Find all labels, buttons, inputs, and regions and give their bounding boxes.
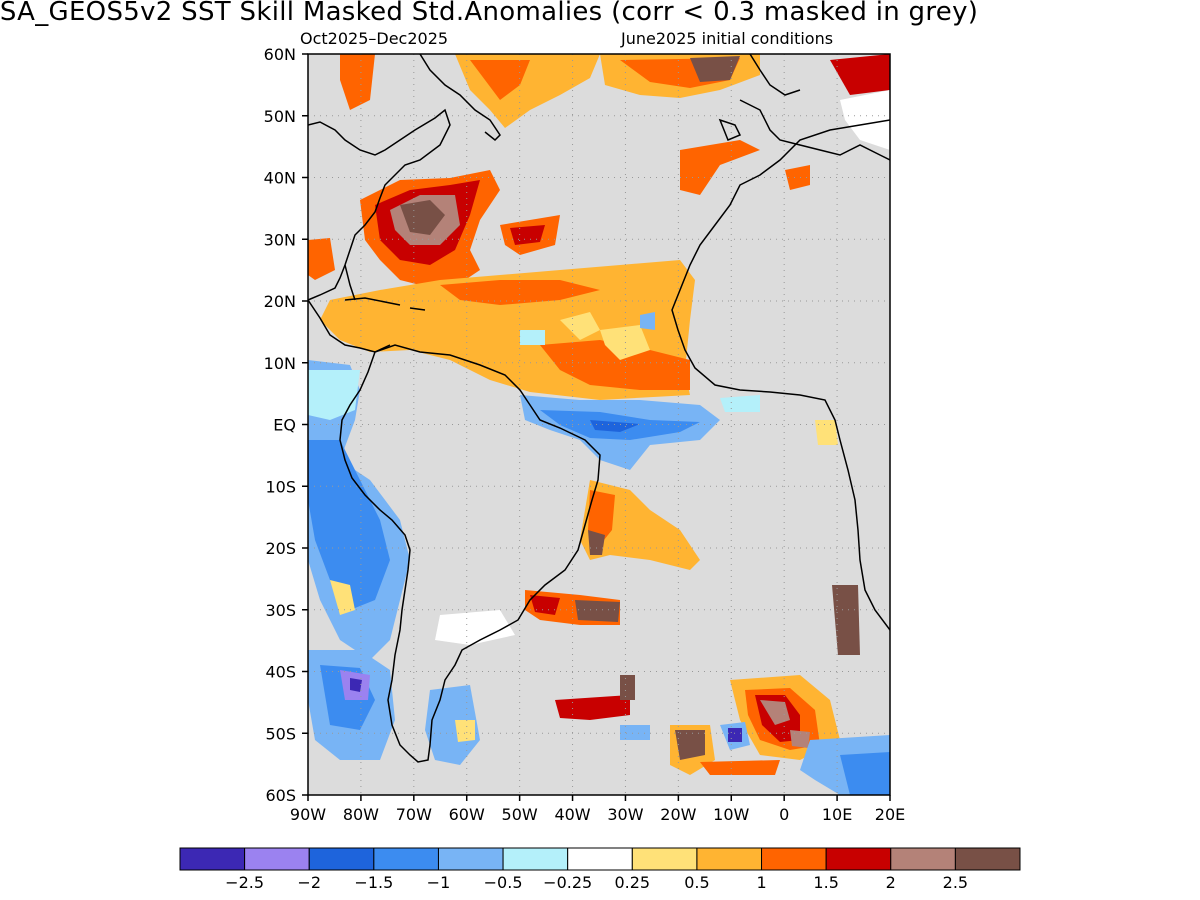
colorbar-label: 0.25 — [614, 873, 650, 892]
lat-tick-label: 40N — [264, 169, 296, 188]
lon-tick-label: 50W — [502, 805, 538, 824]
warm-anomaly-region — [555, 695, 630, 720]
warm-anomaly-region — [700, 760, 780, 775]
lat-tick-label: 10S — [265, 477, 296, 496]
lon-tick-label: 20W — [660, 805, 696, 824]
lon-tick-label: 30W — [607, 805, 643, 824]
map-title: NASA_GEOS5v2 SST Skill Masked Std.Anomal… — [0, 0, 979, 27]
strong-cool-anomaly-region — [728, 728, 742, 742]
anomaly-field — [308, 54, 890, 795]
colorbar-label: 0.5 — [684, 873, 709, 892]
weak-warm-anomaly-region — [455, 720, 475, 742]
warm-anomaly-region — [588, 490, 615, 545]
colorbar-label: 2.5 — [943, 873, 968, 892]
colorbar-label: −1.5 — [354, 873, 393, 892]
colorbar-swatch — [567, 847, 633, 871]
lon-tick-label: 10E — [822, 805, 852, 824]
strong-warm-anomaly-region — [790, 730, 810, 748]
lon-tick-label: 70W — [396, 805, 432, 824]
lat-tick-label: 30S — [265, 601, 296, 620]
colorbar-label: 2 — [886, 873, 896, 892]
initial-conditions: June2025 initial conditions — [621, 29, 834, 48]
lon-tick-label: 10W — [713, 805, 749, 824]
weak-warm-anomaly-region — [560, 312, 600, 340]
colorbar-swatch — [696, 847, 763, 871]
lat-tick-label: 50N — [264, 107, 296, 126]
lat-tick-label: 10N — [264, 354, 296, 373]
strong-cool-anomaly-region — [350, 678, 362, 692]
colorbar-swatch — [502, 847, 569, 871]
coastlines — [308, 54, 890, 763]
cool-anomaly-region — [840, 752, 890, 795]
warm-anomaly-region — [308, 238, 335, 280]
weak-warm-anomaly-region — [815, 420, 838, 445]
strong-warm-anomaly-region — [690, 56, 740, 82]
colorbar-swatch — [825, 847, 892, 871]
neutral-region — [435, 610, 515, 645]
colorbar-swatch — [954, 847, 1021, 871]
cool-anomaly-region — [640, 312, 655, 330]
warm-anomaly-region — [470, 60, 530, 100]
cool-anomaly-region — [620, 725, 650, 740]
colorbar-label: −2.5 — [225, 873, 264, 892]
weak-cool-anomaly-region — [520, 330, 545, 345]
neutral-region — [840, 90, 890, 150]
weak-cool-anomaly-region — [720, 395, 760, 412]
colorbar: −2.5 −2 −1.5 −1 −0.5 −0.25 0.25 0.5 1 1.5 2 2.5 — [179, 847, 1021, 892]
colorbar-label: 1 — [756, 873, 766, 892]
lat-tick-label: 20S — [265, 539, 296, 558]
colorbar-swatch — [631, 847, 698, 871]
colorbar-swatch — [308, 847, 375, 871]
colorbar-label: −0.5 — [484, 873, 523, 892]
lat-tick-label: EQ — [273, 416, 296, 435]
lon-tick-label: 40W — [554, 805, 590, 824]
colorbar-swatch — [437, 847, 504, 871]
strong-warm-anomaly-region — [675, 730, 705, 760]
strong-warm-anomaly-region — [760, 700, 790, 725]
colorbar-swatch — [179, 847, 246, 871]
lon-tick-label: 90W — [290, 805, 326, 824]
lat-tick-label: 20N — [264, 292, 296, 311]
strong-warm-anomaly-region — [400, 200, 445, 235]
warm-anomaly-region — [510, 225, 545, 245]
latitude-axis: 60N 50N 40N 30N 20N 10N EQ 10S 20S 30S 40S 50S 60S — [264, 45, 308, 805]
lon-tick-label: 80W — [343, 805, 379, 824]
map-grid — [308, 54, 890, 795]
lon-tick-label: 0 — [779, 805, 789, 824]
warm-anomaly-region — [340, 54, 375, 110]
lat-tick-label: 60S — [265, 786, 296, 805]
lat-tick-label: 60N — [264, 45, 296, 64]
forecast-period: Oct2025–Dec2025 — [300, 29, 449, 48]
lat-tick-label: 40S — [265, 663, 296, 682]
cool-anomaly-region — [308, 440, 390, 610]
strong-warm-anomaly-region — [832, 585, 860, 655]
lon-tick-label: 20E — [875, 805, 905, 824]
warm-anomaly-region — [530, 595, 560, 615]
colorbar-label: −2 — [297, 873, 321, 892]
lat-tick-label: 50S — [265, 724, 296, 743]
colorbar-swatch — [244, 847, 310, 871]
longitude-axis: 90W 80W 70W 60W 50W 40W 30W 20W 10W 0 10E 20E — [290, 795, 905, 824]
colorbar-swatch — [890, 847, 956, 871]
warm-anomaly-region — [440, 280, 600, 305]
warm-anomaly-region — [830, 54, 890, 95]
colorbar-label: −0.25 — [543, 873, 592, 892]
weak-warm-anomaly-region — [330, 580, 355, 615]
strong-warm-anomaly-region — [620, 675, 635, 700]
colorbar-label: 1.5 — [813, 873, 838, 892]
warm-anomaly-region — [540, 340, 690, 390]
colorbar-swatch — [373, 847, 439, 871]
warm-anomaly-region — [785, 165, 810, 190]
lon-tick-label: 60W — [449, 805, 485, 824]
warm-anomaly-region — [680, 140, 760, 195]
strong-warm-anomaly-region — [575, 600, 620, 622]
weak-cool-anomaly-region — [308, 370, 360, 420]
lat-tick-label: 30N — [264, 230, 296, 249]
colorbar-label: −1 — [427, 873, 451, 892]
colorbar-swatch — [761, 847, 827, 871]
strong-warm-anomaly-region — [588, 530, 605, 555]
strong-cool-anomaly-region — [590, 420, 640, 432]
